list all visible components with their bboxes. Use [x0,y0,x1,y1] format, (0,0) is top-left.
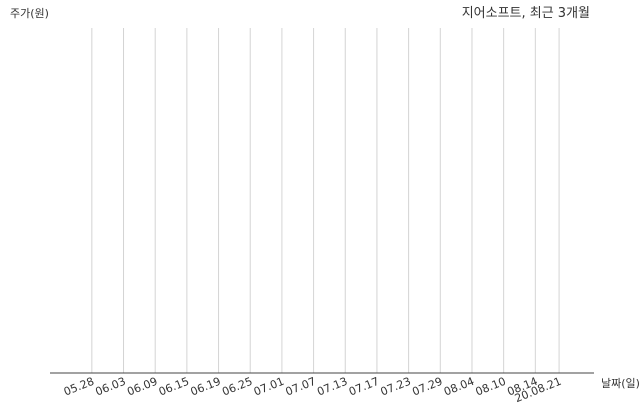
x-axis-label: 날짜(일) [601,376,640,390]
x-tick-label: 08.04 [442,375,476,399]
y-axis-label: 주가(원) [10,7,49,20]
x-tick-label: 05.28 [62,375,96,399]
x-tick-label: 07.07 [284,375,318,399]
x-tick-label: 07.01 [252,375,286,399]
x-tick-label: 08.10 [474,375,508,399]
x-tick-label: 06.15 [157,375,191,399]
x-tick-label: 07.23 [379,375,413,399]
x-tick-label: 06.25 [220,375,254,399]
x-tick-label: 07.17 [347,375,381,399]
x-tick-label: 07.13 [315,375,349,399]
x-tick-label: 06.09 [125,375,159,399]
x-tick-label: 06.03 [94,375,128,399]
x-tick-label: 20.08.21 [513,375,563,405]
x-tick-label: 07.29 [410,375,444,399]
x-tick-label: 06.19 [189,375,223,399]
x-axis-ticks: 05.2806.0306.0906.1506.1906.2507.0107.07… [62,375,563,405]
grid [91,28,560,373]
chart-title: 지어소프트, 최근 3개월 [462,6,590,21]
